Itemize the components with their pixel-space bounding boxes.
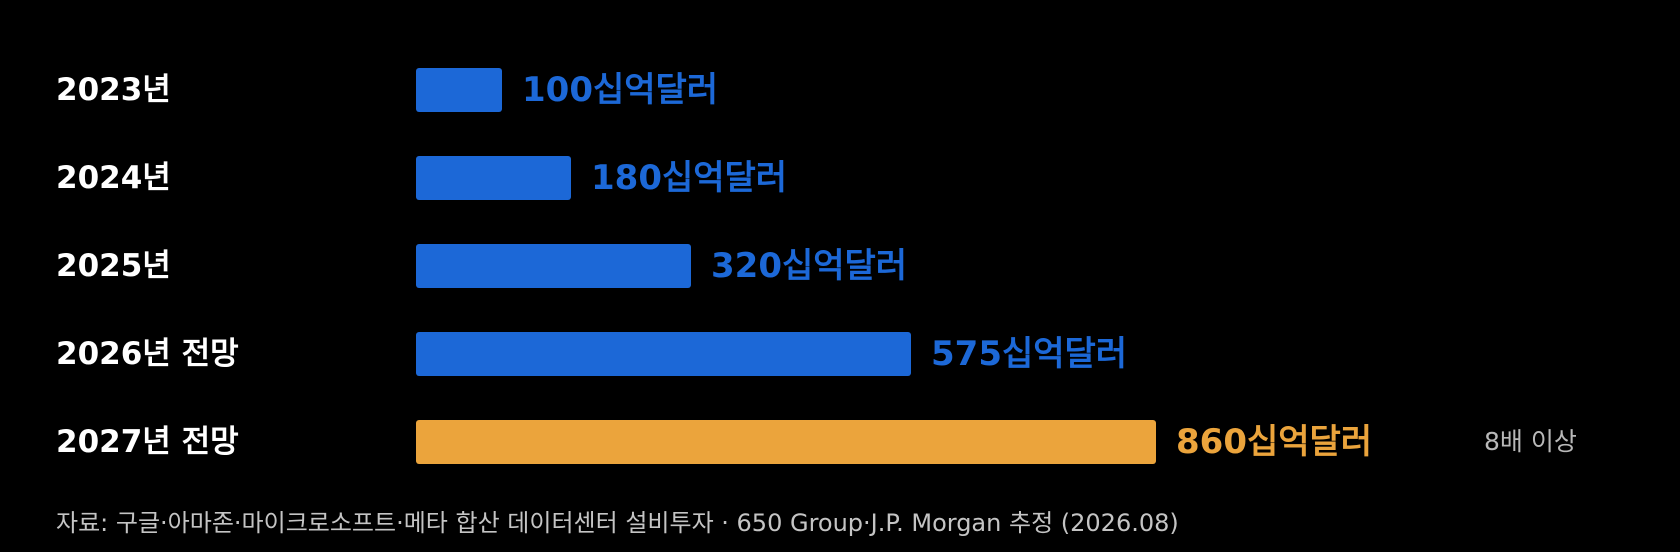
category-label: 2027년 전망 bbox=[56, 424, 239, 460]
value-label: 100십억달러 bbox=[522, 70, 719, 110]
bar-row: 2025년 320십억달러 bbox=[0, 244, 1680, 288]
category-label: 2023년 bbox=[56, 72, 171, 108]
value-label: 180십억달러 bbox=[591, 158, 788, 198]
source-note: 자료: 구글·아마존·마이크로소프트·메타 합산 데이터센터 설비투자 · 65… bbox=[56, 509, 1179, 537]
bar bbox=[416, 420, 1156, 464]
bar bbox=[416, 156, 571, 200]
value-label: 575십억달러 bbox=[931, 334, 1128, 374]
bar bbox=[416, 332, 911, 376]
value-label: 860십억달러 bbox=[1176, 422, 1373, 462]
bar-row: 2026년 전망 575십억달러 bbox=[0, 332, 1680, 376]
value-label: 320십억달러 bbox=[711, 246, 908, 286]
growth-annotation: 8배 이상 bbox=[1484, 427, 1577, 456]
bar-chart: 2023년 100십억달러 2024년 180십억달러 2025년 320십억달러 2026… bbox=[0, 68, 1680, 464]
bar-row: 2027년 전망 860십억달러 8배 이상 bbox=[0, 420, 1680, 464]
bar bbox=[416, 68, 502, 112]
bar-row: 2024년 180십억달러 bbox=[0, 156, 1680, 200]
bar bbox=[416, 244, 691, 288]
bar-row: 2023년 100십억달러 bbox=[0, 68, 1680, 112]
category-label: 2025년 bbox=[56, 248, 171, 284]
category-label: 2024년 bbox=[56, 160, 171, 196]
category-label: 2026년 전망 bbox=[56, 336, 239, 372]
